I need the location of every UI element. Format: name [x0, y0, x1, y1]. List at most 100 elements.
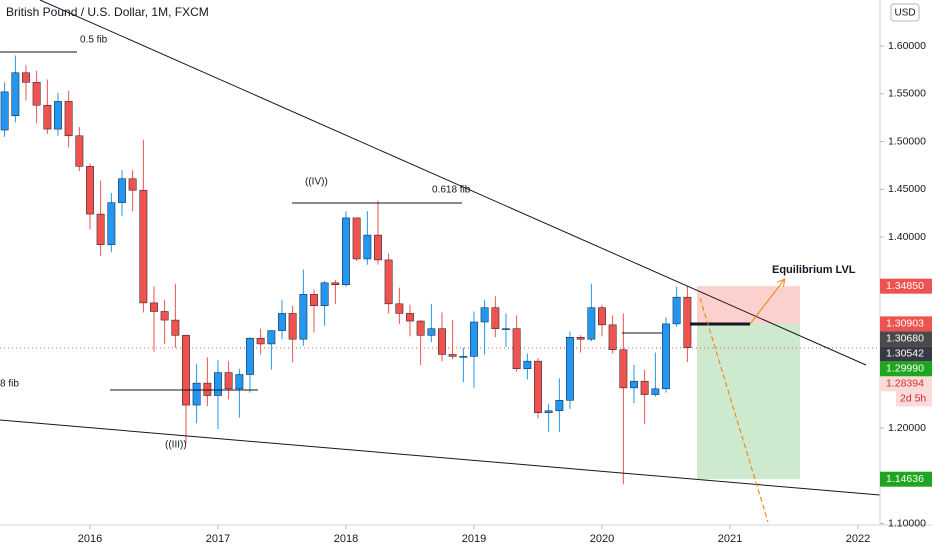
candle-body [182, 335, 190, 406]
candle-body [96, 213, 105, 245]
candle-body [11, 72, 20, 116]
candle-body [544, 410, 553, 413]
x-tick-label: 2019 [462, 533, 486, 545]
price-label-bg [880, 376, 932, 392]
candle-body [416, 320, 425, 336]
stop-zone [697, 286, 800, 324]
candle-body [342, 217, 350, 285]
candle-body [256, 337, 265, 345]
candle-body [406, 313, 414, 322]
chart-title: British Pound / U.S. Dollar, 1M, FXCM [6, 5, 209, 19]
y-tick-label: 1.10000 [888, 517, 926, 529]
candle-body [171, 319, 180, 336]
x-tick-label: 2020 [590, 533, 614, 545]
candle-body [107, 202, 116, 245]
annotation: 0.618 fib [432, 185, 471, 196]
x-tick-label: 2017 [206, 533, 230, 545]
y-tick-label: 1.60000 [888, 40, 926, 52]
candle-body [139, 189, 148, 304]
price-label: 1.30903 [886, 318, 924, 330]
candle-body [118, 178, 126, 203]
candle-body [0, 91, 9, 131]
trend-line [0, 419, 881, 496]
candle-body [278, 313, 286, 331]
candle-body [598, 307, 606, 326]
currency-label[interactable]: USD [894, 8, 915, 19]
annotation: 0.5 fib [80, 35, 108, 46]
price-label: 1.34850 [886, 280, 924, 292]
candle-body [64, 101, 73, 137]
price-label: 1.14636 [886, 473, 924, 485]
price-label-bg [880, 331, 932, 347]
candle-body [54, 101, 62, 130]
y-tick-label: 1.50000 [888, 135, 926, 147]
y-axis-panel [880, 0, 932, 550]
candle-body [267, 330, 276, 345]
candle-body [491, 307, 500, 329]
candle-body [310, 294, 318, 307]
y-tick-label: 1.20000 [888, 422, 926, 434]
candle-body [502, 328, 510, 330]
candle-body [555, 400, 564, 412]
price-label-bg [880, 278, 932, 294]
candle-body [192, 382, 201, 406]
annotation: Equilibrium LVL [772, 264, 856, 276]
candle-body [75, 135, 84, 167]
price-label-bg [880, 346, 932, 362]
annotation: ((III)) [165, 440, 187, 451]
candle-body [619, 349, 628, 389]
x-tick-label: 2021 [718, 533, 742, 545]
candle-body [512, 328, 521, 370]
candle-body [672, 296, 681, 325]
annotation: ((IV)) [305, 177, 328, 188]
candle-body [534, 360, 542, 413]
candle-body [150, 302, 158, 312]
candle-body [363, 234, 372, 260]
candle-body [448, 354, 457, 357]
candle-body [651, 388, 660, 395]
candle-body [395, 303, 404, 314]
price-label: 1.30542 [886, 348, 924, 360]
candle-body [235, 374, 244, 390]
candle-body [320, 282, 329, 307]
candle-body [22, 72, 30, 83]
candle-body [203, 382, 212, 396]
candle-body [86, 166, 94, 215]
x-tick-label: 2022 [846, 533, 870, 545]
candle-body [427, 328, 436, 336]
countdown-bg [896, 391, 932, 407]
x-tick-label: 2016 [78, 533, 102, 545]
candle-body [608, 324, 617, 350]
price-label-bg [880, 471, 932, 487]
currency-button[interactable] [890, 3, 920, 22]
trend-line [39, 0, 867, 366]
candle-body [459, 356, 468, 358]
candle-body [214, 372, 222, 396]
candle-body [480, 307, 489, 323]
annotation: 8 fib [0, 379, 19, 390]
candle-body [32, 82, 41, 106]
candle-body [662, 323, 670, 390]
candle-body [576, 337, 585, 340]
x-tick-label: 2018 [334, 533, 358, 545]
candle-body [246, 337, 254, 375]
candle-body [331, 282, 340, 285]
candle-body [587, 307, 596, 340]
countdown: 2d 5h [900, 393, 926, 405]
projection [699, 297, 769, 523]
candle-body [438, 328, 446, 355]
candle-body [288, 313, 297, 340]
y-tick-label: 1.55000 [888, 88, 926, 100]
candle-body [630, 380, 638, 389]
candle-body [128, 178, 137, 191]
candle-body [523, 360, 532, 370]
candle-body [160, 311, 169, 321]
candle-body [683, 296, 692, 349]
candle-body [224, 372, 233, 390]
candle-body [43, 104, 52, 130]
price-label-bg [880, 361, 932, 377]
price-label: 1.30680 [886, 333, 924, 345]
candle-body [299, 294, 308, 340]
target-zone [697, 323, 800, 480]
